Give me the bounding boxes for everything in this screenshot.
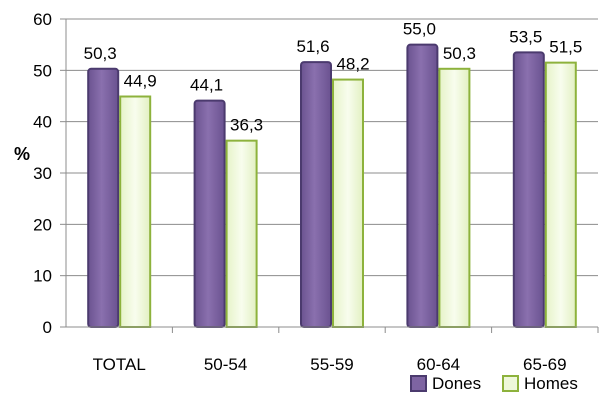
bar-homes <box>120 97 150 327</box>
bars <box>88 45 576 327</box>
bar-homes <box>546 63 576 327</box>
data-label: 53,5 <box>509 27 542 46</box>
bar-dones <box>88 69 118 327</box>
bar-homes <box>227 141 257 327</box>
legend-swatch-dones <box>411 376 426 391</box>
legend-label-dones: Dones <box>432 374 481 393</box>
data-label: 36,3 <box>230 116 263 135</box>
data-label: 50,3 <box>84 44 117 63</box>
bar-dones <box>514 52 544 327</box>
data-label: 51,6 <box>296 37 329 56</box>
bar-dones <box>301 62 331 327</box>
legend-label-homes: Homes <box>524 374 578 393</box>
data-label: 50,3 <box>443 44 476 63</box>
bar-homes <box>333 80 363 327</box>
data-label: 48,2 <box>336 55 369 74</box>
data-label: 55,0 <box>403 20 436 39</box>
legend: Dones Homes <box>411 374 578 393</box>
bar-dones <box>407 45 437 327</box>
data-label: 51,5 <box>549 38 582 57</box>
data-label: 44,9 <box>124 72 157 91</box>
x-tick-label: 50-54 <box>204 355 247 374</box>
y-tick-label: 0 <box>43 318 52 337</box>
legend-swatch-homes <box>503 376 518 391</box>
bar-dones <box>195 101 225 327</box>
y-tick-label: 60 <box>33 10 52 29</box>
x-tick-label: TOTAL <box>93 355 146 374</box>
y-tick-label: 30 <box>33 164 52 183</box>
x-tick-label: 60-64 <box>417 355 460 374</box>
y-tick-label: 10 <box>33 267 52 286</box>
y-axis-label: % <box>14 144 30 164</box>
y-tick-label: 50 <box>33 61 52 80</box>
data-label: 44,1 <box>190 76 223 95</box>
y-tick-label: 20 <box>33 215 52 234</box>
y-tick-label: 40 <box>33 113 52 132</box>
bar-homes <box>439 69 469 327</box>
x-tick-label: 65-69 <box>523 355 566 374</box>
x-tick-label: 55-59 <box>310 355 353 374</box>
